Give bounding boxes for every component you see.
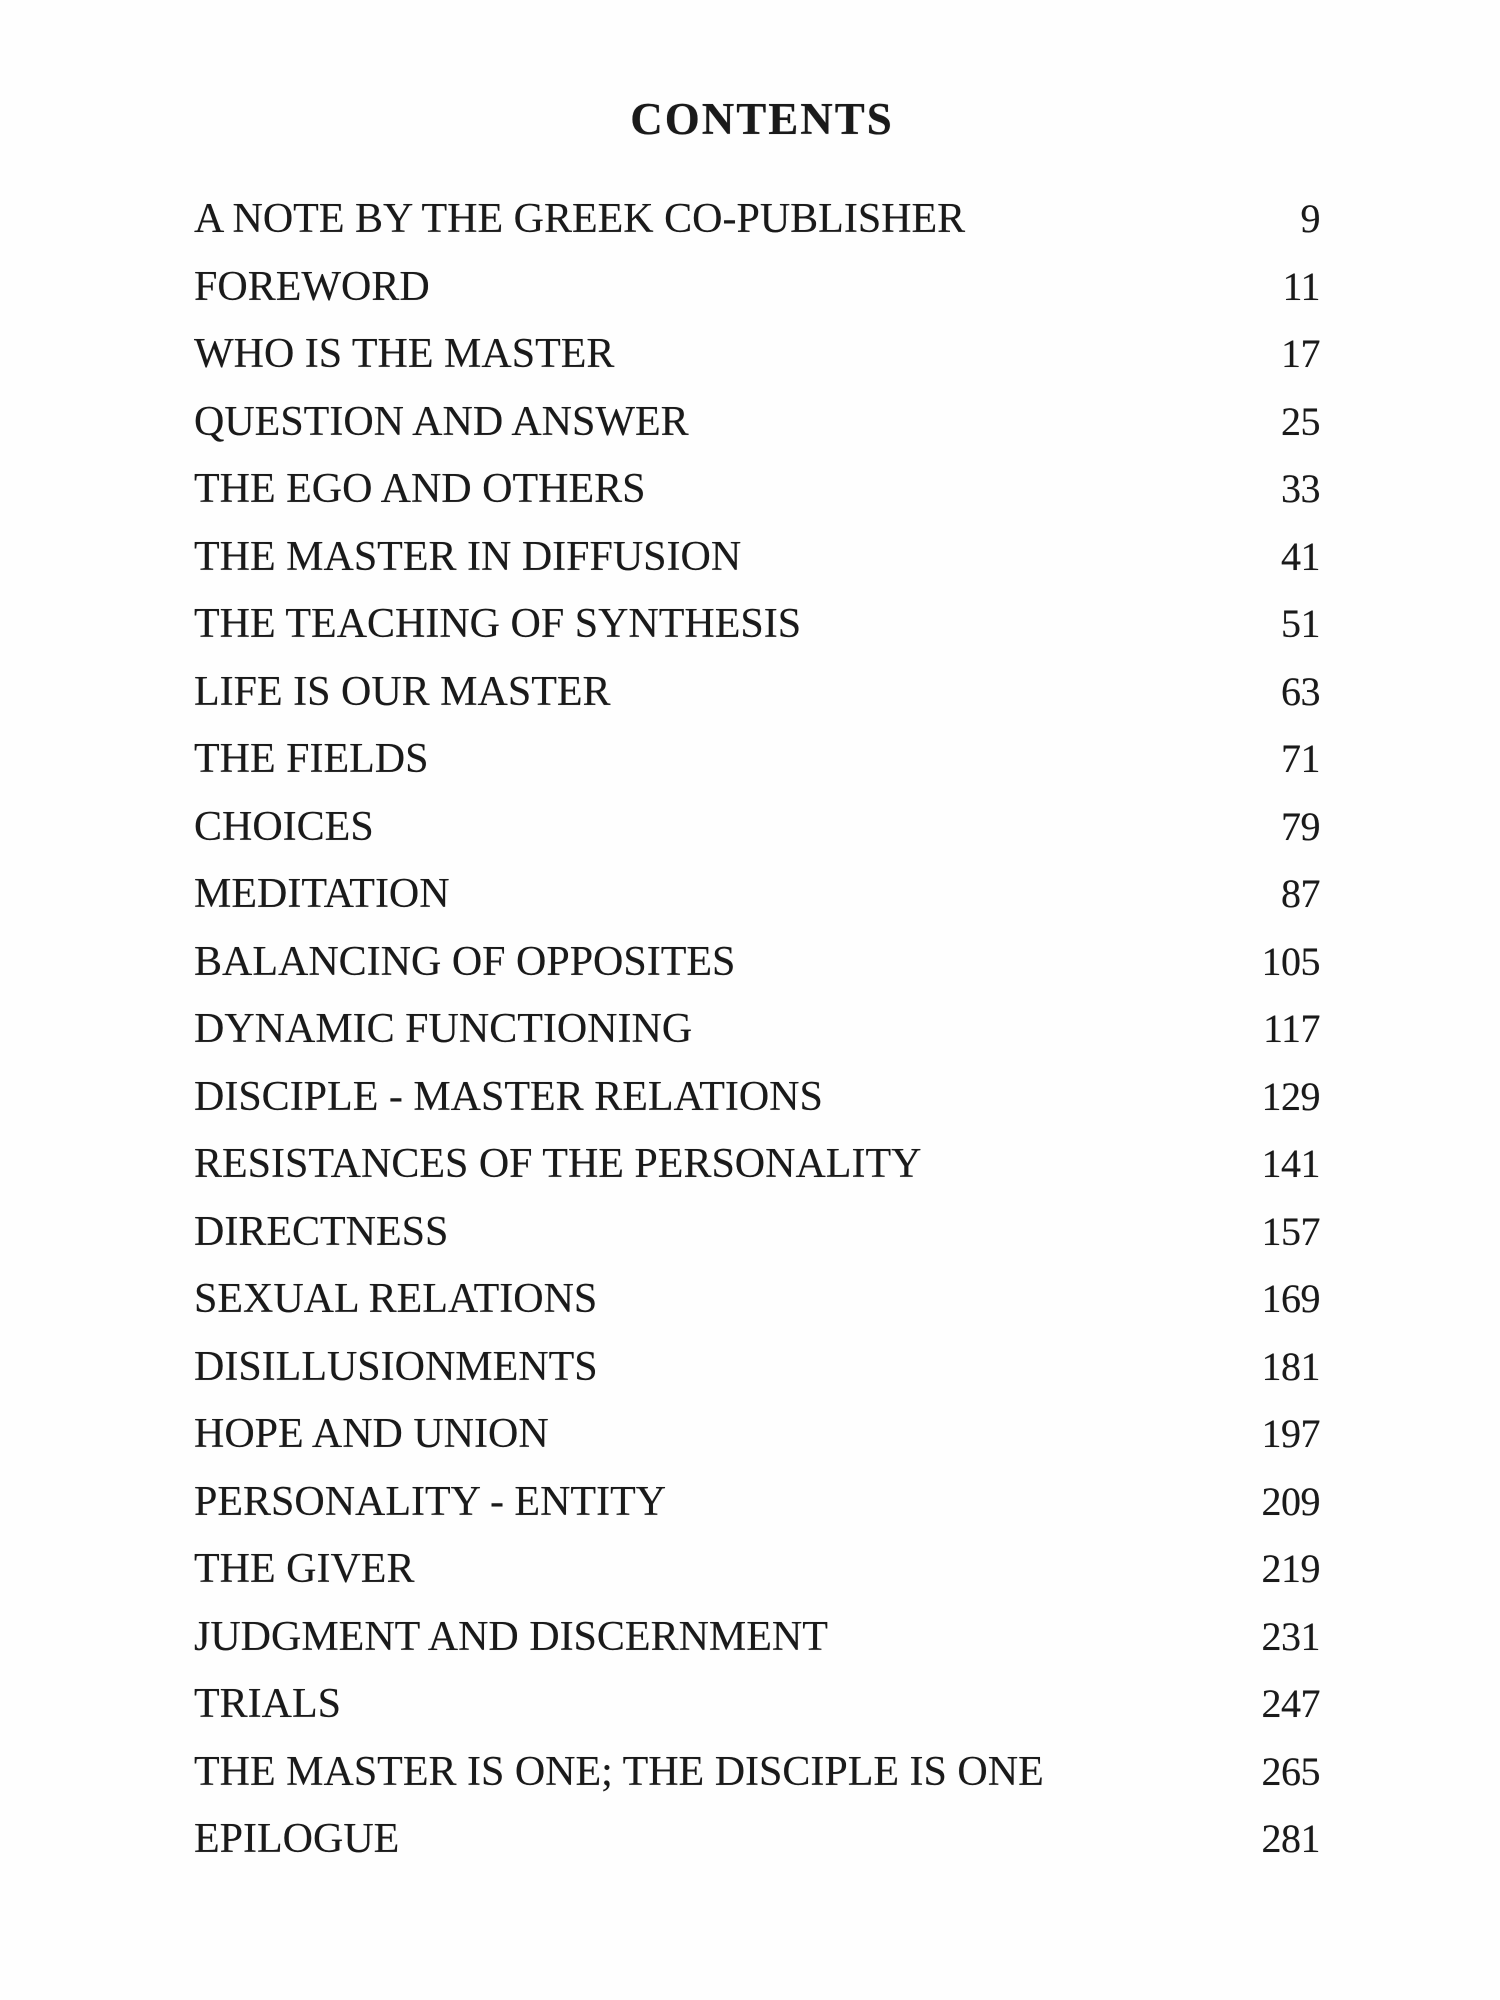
toc-row: FOREWORD 11 [194, 253, 1320, 321]
toc-entry-page: 247 [1261, 1681, 1321, 1726]
toc-entry-title: RESISTANCES OF THE PERSONALITY [194, 1141, 922, 1187]
toc-row: A NOTE BY THE GREEK CO-PUBLISHER 9 [194, 185, 1320, 253]
toc-entry-title: LIFE IS OUR MASTER [194, 668, 611, 715]
toc-row: DIRECTNESS 157 [194, 1198, 1320, 1266]
toc-entry-title: QUESTION AND ANSWER [194, 398, 689, 445]
toc-entry-title: MEDITATION [194, 871, 450, 917]
toc-entry-page: 209 [1261, 1478, 1321, 1524]
toc-entry-page: 79 [1281, 803, 1321, 849]
toc-entry-page: 181 [1261, 1343, 1321, 1389]
toc-row: QUESTION AND ANSWER 25 [194, 388, 1321, 456]
toc-entry-page: 9 [1300, 196, 1321, 241]
toc-entry-title: A NOTE BY THE GREEK CO-PUBLISHER [194, 196, 966, 242]
toc-entry-page: 33 [1281, 466, 1321, 511]
toc-entry-title: TRIALS [194, 1681, 341, 1727]
toc-row: RESISTANCES OF THE PERSONALITY 141 [194, 1130, 1320, 1198]
toc-row: SEXUAL RELATIONS 169 [194, 1265, 1320, 1333]
toc-row: THE TEACHING OF SYNTHESIS 51 [194, 590, 1321, 658]
toc-entry-page: 63 [1281, 668, 1321, 714]
page-title: CONTENTS [630, 94, 894, 144]
toc-row: THE EGO AND OTHERS 33 [194, 455, 1321, 523]
toc-row: THE FIELDS 71 [194, 725, 1321, 793]
toc-entry-page: 157 [1261, 1208, 1321, 1254]
toc-entry-title: SEXUAL RELATIONS [194, 1276, 598, 1322]
toc-entry-title: FOREWORD [194, 263, 430, 310]
toc-row: THE MASTER IS ONE; THE DISCIPLE IS ONE 26… [194, 1738, 1320, 1806]
toc-entry-title: DISILLUSIONMENTS [194, 1343, 598, 1390]
toc-entry-title: THE MASTER IS ONE; THE DISCIPLE IS ONE [194, 1748, 1044, 1795]
toc-row: HOPE AND UNION 197 [194, 1400, 1320, 1468]
toc-row: THE MASTER IN DIFFUSION 41 [194, 523, 1321, 591]
toc-entry-title: PERSONALITY - ENTITY [194, 1478, 667, 1525]
toc-entry-page: 265 [1261, 1748, 1321, 1794]
toc-row: TRIALS 247 [194, 1670, 1320, 1738]
toc-entry-title: THE EGO AND OTHERS [194, 466, 646, 512]
toc-entry-page: 25 [1281, 398, 1321, 444]
toc-row: BALANCING OF OPPOSITES 105 [194, 928, 1320, 996]
toc-entry-page: 117 [1262, 1006, 1321, 1051]
toc-row: EPILOGUE 281 [194, 1805, 1320, 1873]
toc-entry-page: 197 [1261, 1411, 1321, 1456]
toc-entry-title: JUDGMENT AND DISCERNMENT [194, 1613, 828, 1660]
toc-entry-page: 169 [1261, 1276, 1321, 1321]
toc-entry-page: 17 [1281, 331, 1321, 376]
toc-row: CHOICES 79 [194, 793, 1321, 861]
toc-entry-title: DYNAMIC FUNCTIONING [194, 1006, 693, 1052]
toc-entry-page: 231 [1261, 1613, 1321, 1659]
toc-entry-page: 219 [1261, 1546, 1321, 1591]
toc-row: LIFE IS OUR MASTER 63 [194, 658, 1321, 726]
toc-row: PERSONALITY - ENTITY 209 [194, 1468, 1320, 1536]
toc-entry-title: THE FIELDS [194, 736, 429, 782]
toc-entry-title: THE MASTER IN DIFFUSION [194, 533, 742, 580]
toc-row: JUDGMENT AND DISCERNMENT 231 [194, 1603, 1320, 1671]
toc-entry-title: CHOICES [194, 803, 374, 850]
toc-entry-title: THE GIVER [194, 1546, 415, 1592]
toc-entry-page: 41 [1281, 533, 1321, 579]
toc-entry-page: 105 [1261, 938, 1321, 984]
toc-row: THE GIVER 219 [194, 1535, 1320, 1603]
toc-entry-page: 129 [1261, 1073, 1321, 1119]
toc-row: MEDITATION 87 [194, 860, 1321, 928]
toc-entry-title: BALANCING OF OPPOSITES [194, 938, 736, 985]
toc-entry-page: 281 [1261, 1816, 1321, 1861]
toc-entry-title: DIRECTNESS [194, 1208, 449, 1255]
toc-row: DYNAMIC FUNCTIONING 117 [194, 995, 1321, 1063]
toc-entry-title: WHO IS THE MASTER [194, 331, 615, 377]
toc-entry-page: 11 [1282, 263, 1320, 309]
toc-entry-page: 87 [1281, 871, 1321, 916]
table-of-contents: A NOTE BY THE GREEK CO-PUBLISHER 9 FOREWOR… [194, 185, 1321, 1873]
toc-entry-title: HOPE AND UNION [194, 1411, 549, 1457]
toc-entry-page: 141 [1261, 1141, 1321, 1186]
toc-row: WHO IS THE MASTER 17 [194, 320, 1321, 388]
toc-row: DISILLUSIONMENTS 181 [194, 1333, 1320, 1401]
toc-entry-title: DISCIPLE - MASTER RELATIONS [194, 1073, 823, 1120]
toc-entry-page: 51 [1281, 601, 1321, 646]
toc-entry-title: THE TEACHING OF SYNTHESIS [194, 601, 802, 647]
toc-entry-page: 71 [1281, 736, 1321, 781]
toc-row: DISCIPLE - MASTER RELATIONS 129 [194, 1063, 1320, 1131]
toc-entry-title: EPILOGUE [194, 1816, 400, 1862]
